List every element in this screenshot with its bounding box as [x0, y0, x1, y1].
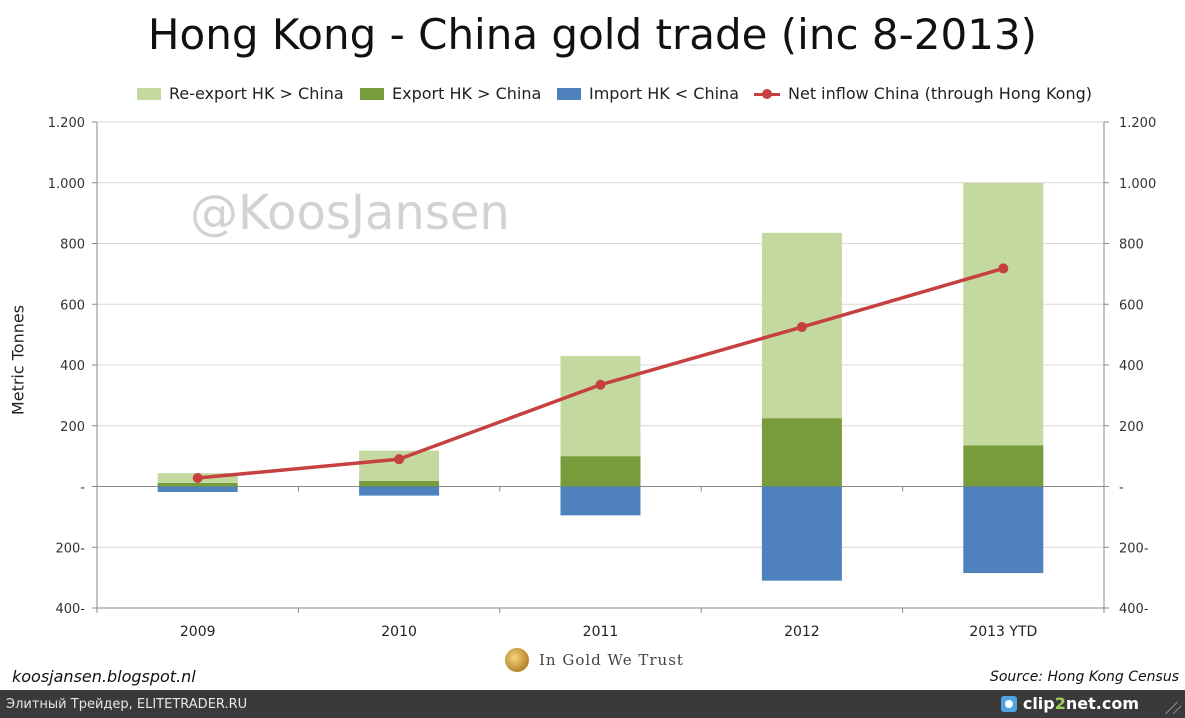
bar-import-2 — [560, 486, 641, 516]
y-tick-label-right-2: - — [1119, 481, 1124, 496]
legend-item-import: Import HK < China — [557, 84, 739, 103]
bar-export-1 — [359, 481, 440, 487]
bar-export-0 — [157, 482, 238, 487]
bar-import-1 — [359, 486, 440, 496]
bar-export-4 — [963, 445, 1044, 487]
brand-logo: In Gold We Trust — [505, 648, 684, 672]
x-tick-label-1: 2010 — [381, 624, 417, 640]
x-tick-label-3: 2012 — [784, 624, 820, 640]
legend-swatch-net-inflow — [754, 88, 780, 100]
y-tick-label-right-0: 400- — [1119, 602, 1149, 617]
y-tick-label-right-3: 200 — [1119, 420, 1144, 435]
y-tick-label-right-8: 1.200 — [1119, 116, 1156, 131]
brand-text: In Gold We Trust — [539, 651, 684, 669]
bar-import-4 — [963, 486, 1044, 574]
bar-import-0 — [157, 486, 238, 492]
resize-grip-icon — [1163, 702, 1181, 714]
y-tick-label-left-5: 600 — [60, 298, 85, 313]
y-tick-label-right-6: 800 — [1119, 238, 1144, 253]
legend-label-import: Import HK < China — [589, 84, 739, 103]
net-inflow-point-2 — [595, 379, 606, 390]
clip2net-logo-right: net.com — [1065, 694, 1139, 713]
net-inflow-point-4 — [998, 263, 1009, 274]
y-tick-label-left-8: 1.200 — [48, 116, 85, 131]
y-tick-label-left-4: 400 — [60, 359, 85, 374]
chart-title: Hong Kong - China gold trade (inc 8-2013… — [147, 10, 1038, 59]
bar-reexport-2 — [560, 355, 641, 457]
net-inflow-point-0 — [192, 472, 203, 483]
legend-item-reexport: Re-export HK > China — [137, 84, 344, 103]
y-tick-label-left-7: 1.000 — [48, 177, 85, 192]
y-tick-label-right-7: 1.000 — [1119, 177, 1156, 192]
y-tick-label-left-0: 400- — [55, 602, 85, 617]
legend-swatch-import — [557, 87, 581, 100]
y-tick-label-left-1: 200- — [55, 541, 85, 556]
bottom-bar: Элитный Трейдер, ELITETRADER.RU clip 2 net… — [0, 690, 1185, 718]
resize-corner[interactable] — [1147, 690, 1185, 718]
bar-export-2 — [560, 456, 641, 487]
legend-label-export: Export HK > China — [392, 84, 542, 103]
bottom-bar-text: Элитный Трейдер, ELITETRADER.RU — [6, 697, 248, 712]
footer-source: Source: Hong Kong Census — [989, 669, 1179, 685]
watermark: @KoosJansen — [190, 185, 510, 241]
legend-label-net-inflow: Net inflow China (through Hong Kong) — [788, 84, 1093, 103]
bar-export-3 — [761, 418, 842, 487]
clip2net-logo-left: clip — [1022, 694, 1055, 713]
legend-label-reexport: Re-export HK > China — [169, 84, 344, 103]
y-tick-label-right-1: 200- — [1119, 541, 1149, 556]
x-tick-label-0: 2009 — [180, 624, 216, 640]
legend-item-net-inflow: Net inflow China (through Hong Kong) — [754, 84, 1092, 103]
y-tick-label-left-2: - — [80, 481, 85, 496]
net-inflow-point-3 — [796, 322, 807, 333]
legend: Re-export HK > China Export HK > China I… — [0, 84, 1185, 106]
legend-item-export: Export HK > China — [360, 84, 541, 103]
y-tick-label-right-4: 400 — [1119, 359, 1144, 374]
y-tick-label-right-5: 600 — [1119, 298, 1144, 313]
clip2net-logo-accent: 2 — [1054, 694, 1066, 713]
net-inflow-point-1 — [394, 454, 405, 465]
legend-swatch-export — [360, 87, 384, 100]
bar-reexport-4 — [963, 182, 1044, 446]
clip2net-icon — [1000, 695, 1017, 712]
footer-blog-link[interactable]: koosjansen.blogspot.nl — [12, 667, 196, 686]
y-tick-label-left-6: 800 — [60, 238, 85, 253]
legend-swatch-reexport — [137, 87, 161, 100]
gold-coin-icon — [505, 648, 529, 672]
bar-import-3 — [761, 486, 842, 581]
clip2net-logo[interactable]: clip 2 net.com — [1000, 694, 1139, 713]
x-tick-label-4: 2013 YTD — [969, 624, 1037, 640]
x-tick-label-2: 2011 — [583, 624, 619, 640]
y-axis-label: Metric Tonnes — [8, 304, 28, 416]
y-tick-label-left-3: 200 — [60, 420, 85, 435]
